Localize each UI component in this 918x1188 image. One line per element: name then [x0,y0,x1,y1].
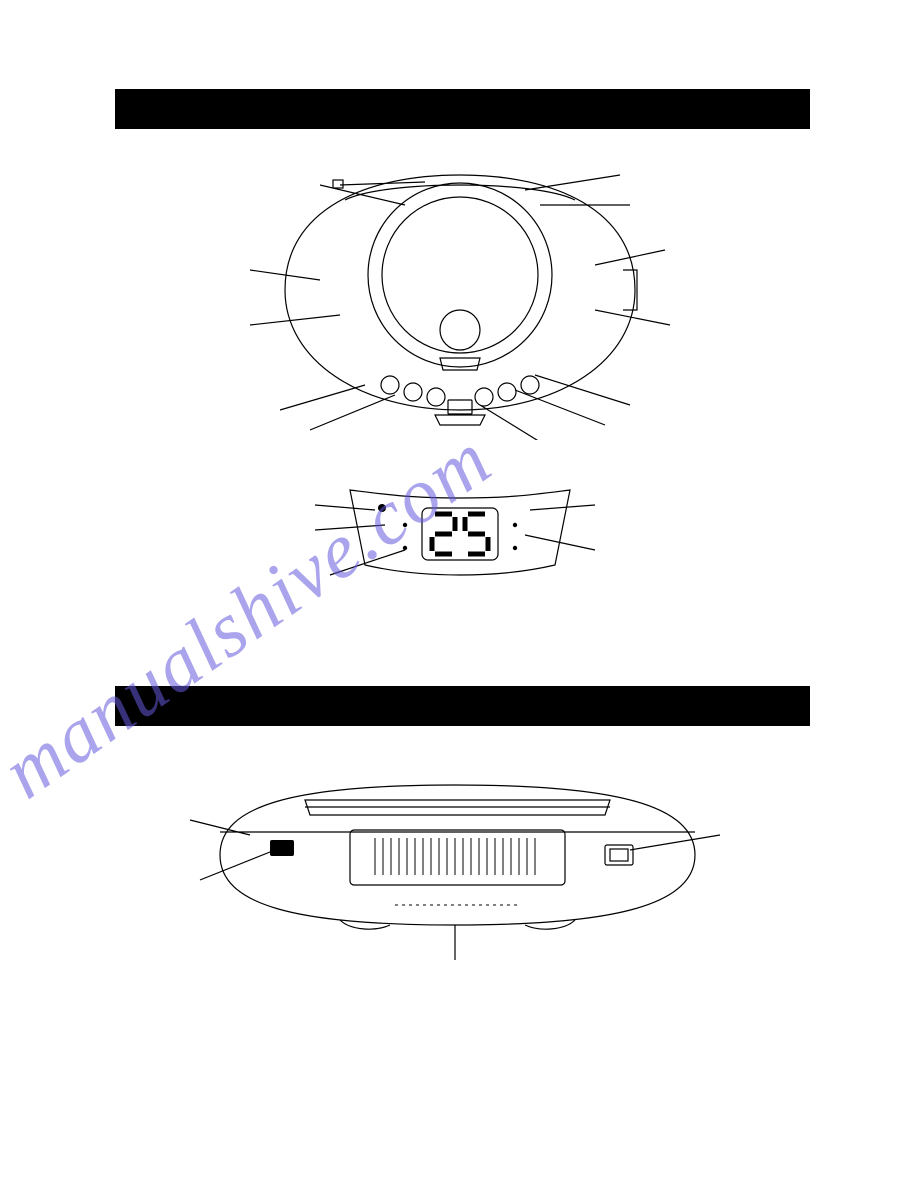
section-heading-bar-top [115,89,810,129]
section-heading-bar-bottom [115,686,810,726]
top-view-diagram [225,150,695,440]
display-panel-diagram [310,470,610,610]
manual-page: manualshive.com [0,0,918,1188]
rear-view-diagram [175,760,740,960]
